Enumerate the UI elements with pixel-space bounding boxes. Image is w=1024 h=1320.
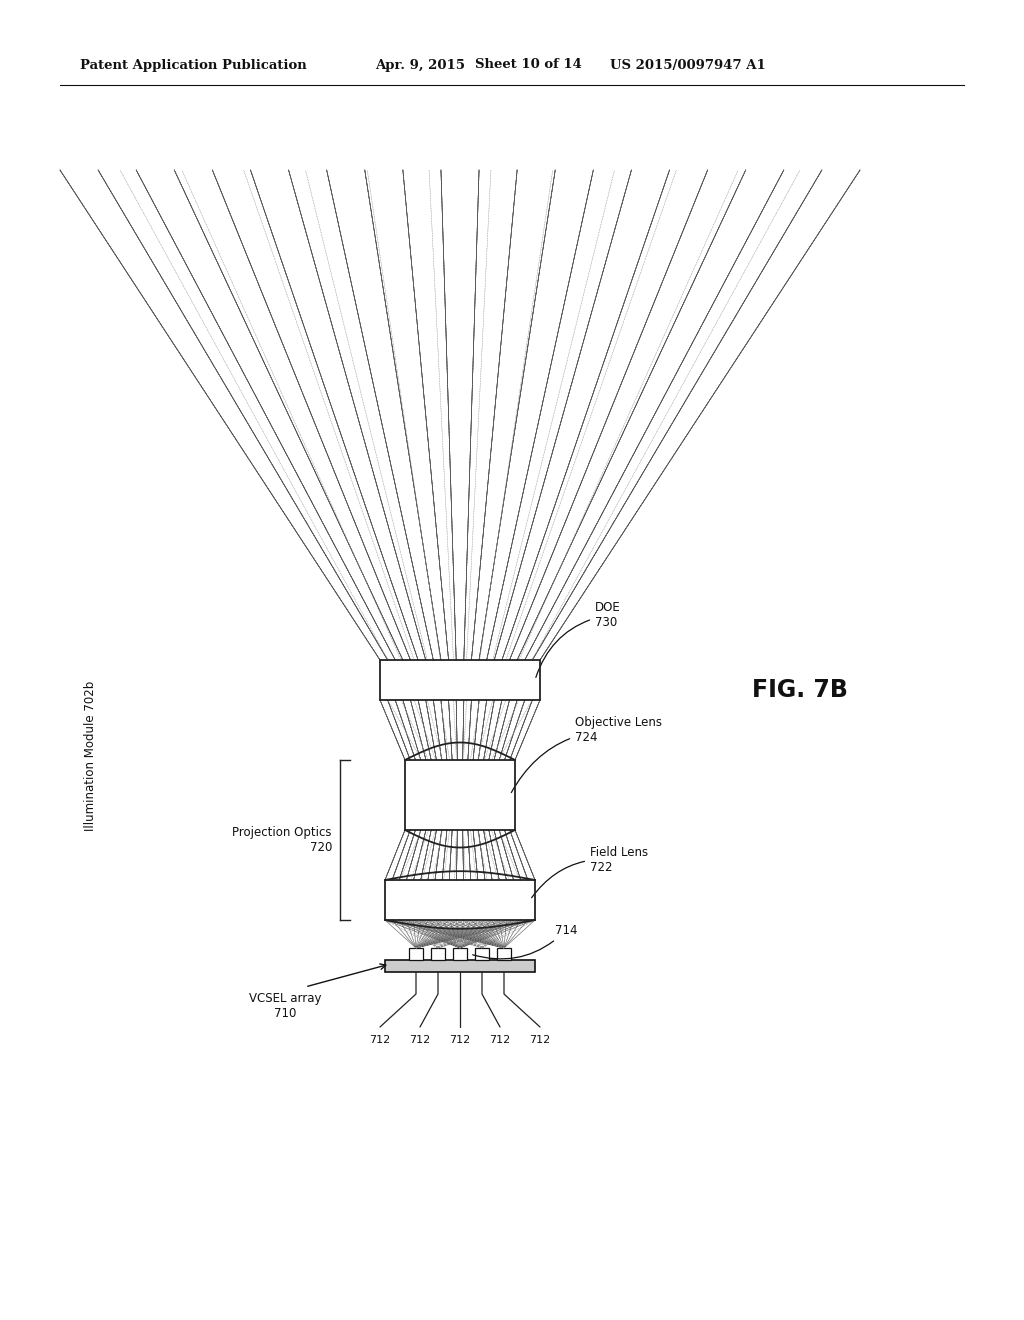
Bar xyxy=(385,880,535,920)
Text: VCSEL array
710: VCSEL array 710 xyxy=(249,993,322,1020)
Bar xyxy=(385,960,535,972)
Text: 712: 712 xyxy=(450,1035,471,1045)
Text: DOE
730: DOE 730 xyxy=(536,601,621,677)
Text: Apr. 9, 2015: Apr. 9, 2015 xyxy=(375,58,465,71)
Bar xyxy=(497,948,511,960)
Bar xyxy=(431,948,445,960)
Bar xyxy=(453,948,467,960)
Bar xyxy=(475,948,489,960)
Bar xyxy=(406,760,515,830)
Text: 712: 712 xyxy=(370,1035,390,1045)
Text: 712: 712 xyxy=(489,1035,511,1045)
Bar xyxy=(380,660,540,700)
Text: 712: 712 xyxy=(529,1035,551,1045)
Text: US 2015/0097947 A1: US 2015/0097947 A1 xyxy=(610,58,766,71)
Text: Field Lens
722: Field Lens 722 xyxy=(531,846,648,898)
Text: 714: 714 xyxy=(473,924,578,958)
Text: Illumination Module 702b: Illumination Module 702b xyxy=(84,681,96,832)
Bar xyxy=(409,948,423,960)
Text: Patent Application Publication: Patent Application Publication xyxy=(80,58,307,71)
Text: Projection Optics
720: Projection Optics 720 xyxy=(232,826,332,854)
Text: FIG. 7B: FIG. 7B xyxy=(752,678,848,702)
Text: Objective Lens
724: Objective Lens 724 xyxy=(511,715,662,792)
Text: Sheet 10 of 14: Sheet 10 of 14 xyxy=(475,58,582,71)
Text: 712: 712 xyxy=(410,1035,431,1045)
